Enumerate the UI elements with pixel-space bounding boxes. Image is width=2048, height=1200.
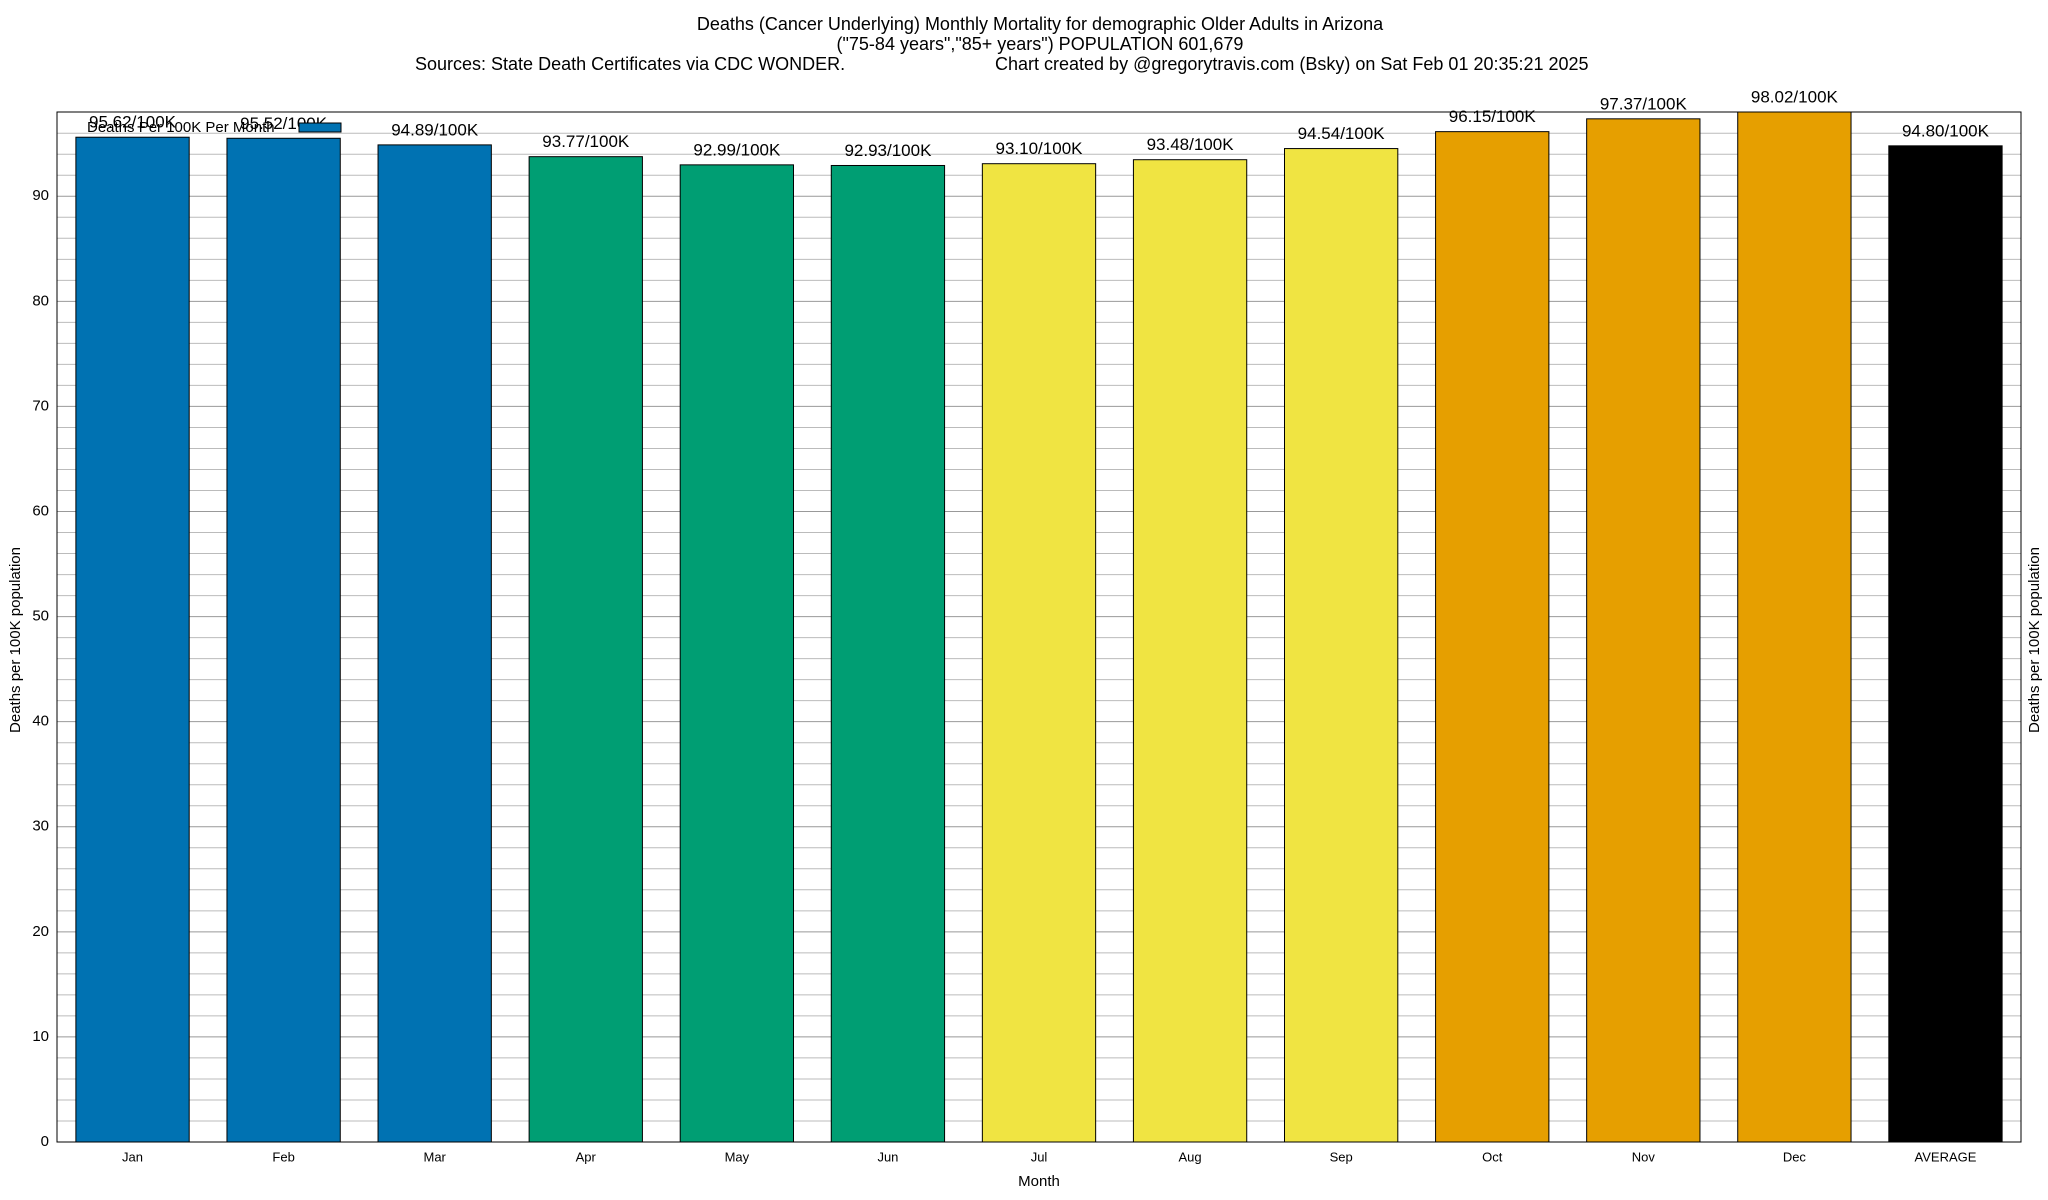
x-tick-label: Aug (1179, 1149, 1202, 1164)
bar (1737, 111, 1852, 1143)
bar (830, 164, 946, 1143)
bar (226, 137, 341, 1143)
x-tick-label: May (725, 1149, 750, 1164)
chart-title: Deaths (Cancer Underlying) Monthly Morta… (697, 14, 1384, 34)
y-tick-label: 20 (32, 923, 49, 940)
value-label: 92.99/100K (693, 140, 781, 159)
x-axis-label: Month (1018, 1173, 1060, 1190)
y-tick-label: 10 (32, 1028, 49, 1045)
value-label: 93.77/100K (542, 132, 630, 151)
plot-frame (56, 111, 2022, 1143)
bar (1586, 118, 1701, 1143)
value-label: 97.37/100K (1600, 94, 1688, 113)
y-tick-label: 90 (32, 187, 49, 204)
bar (1435, 131, 1550, 1143)
value-label: 93.48/100K (1147, 135, 1235, 154)
x-tick-label: Oct (1482, 1149, 1503, 1164)
x-tick-label: Apr (576, 1149, 597, 1164)
value-label: 93.10/100K (996, 139, 1084, 158)
y-tick-label: 0 (41, 1133, 49, 1150)
credit: Chart created by @gregorytravis.com (Bsk… (995, 54, 1589, 74)
value-label: 96.15/100K (1449, 107, 1537, 126)
y-tick-label: 50 (32, 608, 49, 625)
bar (981, 163, 1097, 1143)
x-tick-label: AVERAGE (1915, 1149, 1977, 1164)
chart-subtitle: ("75-84 years","85+ years") POPULATION 6… (837, 34, 1244, 54)
value-label: 94.54/100K (1298, 124, 1386, 143)
x-tick-label: Feb (272, 1149, 294, 1164)
bar (75, 136, 190, 1143)
sources: Sources: State Death Certificates via CD… (415, 54, 845, 74)
y-tick-label: 80 (32, 292, 49, 309)
x-tick-label: Jun (877, 1149, 898, 1164)
y-axis-label: Deaths per 100K population (7, 547, 24, 733)
x-tick-label: Mar (423, 1149, 446, 1164)
bar (1284, 148, 1399, 1143)
value-label: 92.93/100K (844, 141, 932, 160)
x-tick-label: Jul (1031, 1149, 1048, 1164)
x-tick-label: Nov (1632, 1149, 1656, 1164)
legend-swatch (298, 122, 342, 133)
value-label: 95.62/100K (89, 113, 177, 132)
x-tick-label: Sep (1330, 1149, 1353, 1164)
value-label: 98.02/100K (1751, 87, 1839, 106)
bar (1132, 159, 1248, 1143)
y-tick-label: 60 (32, 502, 49, 519)
bar (377, 144, 492, 1143)
y-tick-label: 40 (32, 713, 49, 730)
x-tick-label: Dec (1783, 1149, 1807, 1164)
bar (1888, 145, 2003, 1143)
bar (528, 156, 643, 1143)
x-tick-label: Jan (122, 1149, 143, 1164)
legend-label: Deaths Per 100K Per Month (87, 119, 275, 136)
value-label: 94.89/100K (391, 120, 479, 139)
y-tick-label: 30 (32, 818, 49, 835)
y2-axis-label: Deaths per 100K population (2026, 547, 2043, 733)
y-tick-label: 70 (32, 397, 49, 414)
value-label: 94.80/100K (1902, 121, 1990, 140)
bar (679, 164, 795, 1143)
